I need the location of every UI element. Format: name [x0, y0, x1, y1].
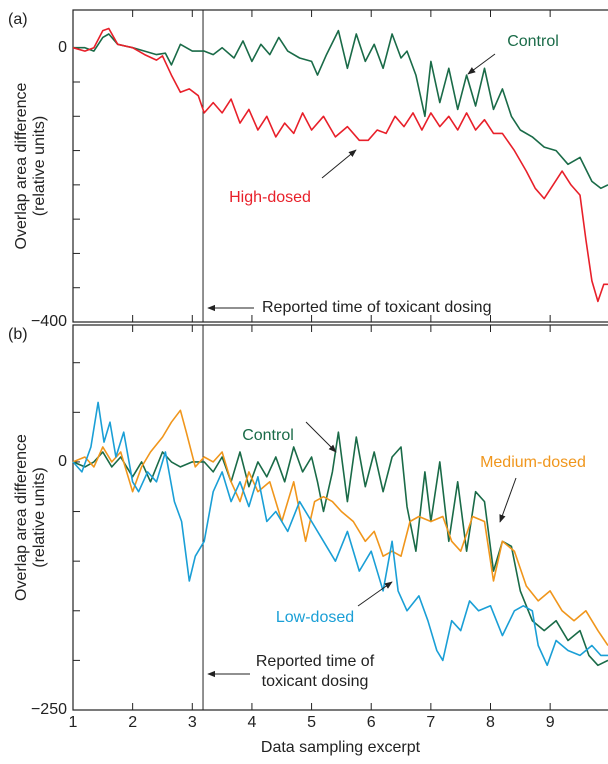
annotation: Reported time of toxicant dosing	[262, 299, 491, 316]
annotation-arrow	[467, 53, 496, 75]
plot-frame	[72, 324, 608, 711]
annotation: Reported time of	[256, 653, 375, 670]
series-line	[72, 409, 608, 646]
x-tick-label: 3	[188, 714, 197, 731]
x-tick-label: 6	[367, 714, 376, 731]
y-axis-label: Overlap area difference	[13, 82, 30, 249]
x-tick-label: 7	[426, 714, 435, 731]
panel-label: (b)	[8, 326, 28, 343]
y-axis-label: (relative units)	[31, 116, 48, 216]
annotation-arrow	[305, 421, 337, 453]
annotation: Control	[242, 427, 294, 444]
annotation-arrow	[357, 581, 393, 607]
x-tick-label: 4	[247, 714, 256, 731]
y-axis-label: Overlap area difference	[13, 434, 30, 601]
annotation: Low-dosed	[276, 609, 354, 626]
annotation: Control	[507, 33, 559, 50]
x-axis-label: Data sampling excerpt	[261, 739, 421, 756]
x-tick-label: 1	[69, 714, 78, 731]
annotation-arrow	[321, 149, 357, 179]
annotation: toxicant dosing	[262, 673, 369, 690]
y-tick-label: −400	[31, 313, 67, 330]
y-tick-label: 0	[58, 39, 67, 56]
x-tick-label: 9	[546, 714, 555, 731]
panel-label: (a)	[8, 11, 28, 28]
y-tick-label: −250	[31, 701, 67, 718]
x-tick-label: 8	[486, 714, 495, 731]
plot-frame	[72, 9, 608, 323]
x-tick-label: 5	[307, 714, 316, 731]
x-tick-label: 2	[128, 714, 137, 731]
series-line	[73, 29, 608, 190]
series-line	[72, 27, 608, 303]
y-tick-label: 0	[58, 453, 67, 470]
annotation: Medium-dosed	[480, 454, 586, 471]
y-axis-label: (relative units)	[31, 467, 48, 567]
annotation: High-dosed	[229, 189, 311, 206]
series-line	[72, 401, 608, 667]
annotation-arrow	[499, 477, 517, 523]
panel: (b) Overlap area difference (relative unit…	[8, 324, 608, 756]
panel: (a) Overlap area difference (relative unit…	[8, 9, 608, 330]
